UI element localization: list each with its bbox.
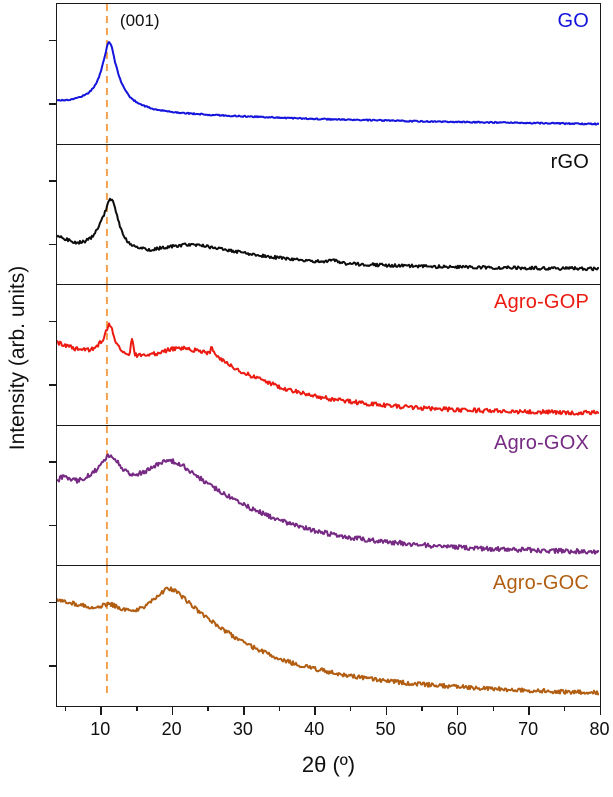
x-minor-tick <box>207 707 209 711</box>
panels-stack: GO (001) rGO Agro-GOP Agro-GOX Agro-GOC <box>48 3 601 707</box>
x-tick-label-30: 30 <box>232 719 253 739</box>
series-curve-Agro-GOX <box>57 452 599 555</box>
x-minor-tick <box>421 707 423 711</box>
x-minor-tick <box>492 707 495 711</box>
x-major-tick <box>314 707 316 715</box>
x-major-tick <box>242 707 245 715</box>
x-tick-label-70: 70 <box>518 719 539 739</box>
x-major-tick <box>100 707 102 715</box>
panel-plot-rGO <box>57 144 599 284</box>
panel-GO: GO (001) <box>48 3 601 145</box>
x-major-tick <box>528 707 530 715</box>
x-axis-label: 2θ (º) <box>301 752 356 777</box>
series-curve-rGO <box>57 197 599 271</box>
x-tick-label-10: 10 <box>90 719 111 739</box>
x-tick-label-50: 50 <box>375 719 396 739</box>
y-tick <box>48 320 56 322</box>
y-tick <box>48 384 56 386</box>
x-minor-tick <box>563 707 566 711</box>
series-curve-Agro-GOC <box>57 586 599 696</box>
x-axis: 10 20 30 40 50 60 70 80 <box>56 707 610 757</box>
x-major-tick <box>171 707 174 715</box>
series-label-Agro-GOC: Agro-GOC <box>492 572 589 594</box>
x-tick-label-40: 40 <box>304 719 325 739</box>
x-major-tick <box>456 707 459 715</box>
panel-plot-Agro-GOP <box>57 285 599 424</box>
y-tick <box>48 665 56 667</box>
x-minor-tick <box>278 707 281 711</box>
y-tick <box>48 180 56 182</box>
series-label-Agro-GOP: Agro-GOP <box>494 291 589 313</box>
y-tick <box>48 39 56 41</box>
x-tick-label-20: 20 <box>161 719 182 739</box>
panel-Agro-GOX: Agro-GOX <box>48 424 601 567</box>
x-minor-tick <box>135 707 138 711</box>
x-minor-tick <box>349 707 352 711</box>
x-tick-label-60: 60 <box>446 719 467 739</box>
y-axis-label: Intensity (arb. units) <box>6 265 29 451</box>
x-tick-label-80: 80 <box>589 719 610 739</box>
series-curve-GO <box>57 41 599 126</box>
panel-plot-Agro-GOX <box>57 425 599 565</box>
y-tick <box>48 103 56 105</box>
panel-plot-GO <box>57 4 599 143</box>
y-tick <box>48 243 56 246</box>
peak-annotation-001: (001) <box>119 11 160 30</box>
panel-rGO: rGO <box>48 143 601 286</box>
panel-Agro-GOC: Agro-GOC <box>48 565 601 707</box>
x-major-tick <box>385 707 388 715</box>
x-minor-tick <box>64 707 67 711</box>
series-label-rGO: rGO <box>550 150 589 173</box>
panel-Agro-GOP: Agro-GOP <box>48 284 601 426</box>
y-tick <box>48 601 56 603</box>
series-label-GO: GO <box>557 10 589 32</box>
panel-plot-Agro-GOC <box>57 566 599 696</box>
series-curve-Agro-GOP <box>57 322 599 416</box>
y-tick <box>48 524 56 527</box>
series-label-Agro-GOX: Agro-GOX <box>494 431 589 454</box>
x-major-tick <box>599 707 602 715</box>
y-tick <box>48 461 56 463</box>
